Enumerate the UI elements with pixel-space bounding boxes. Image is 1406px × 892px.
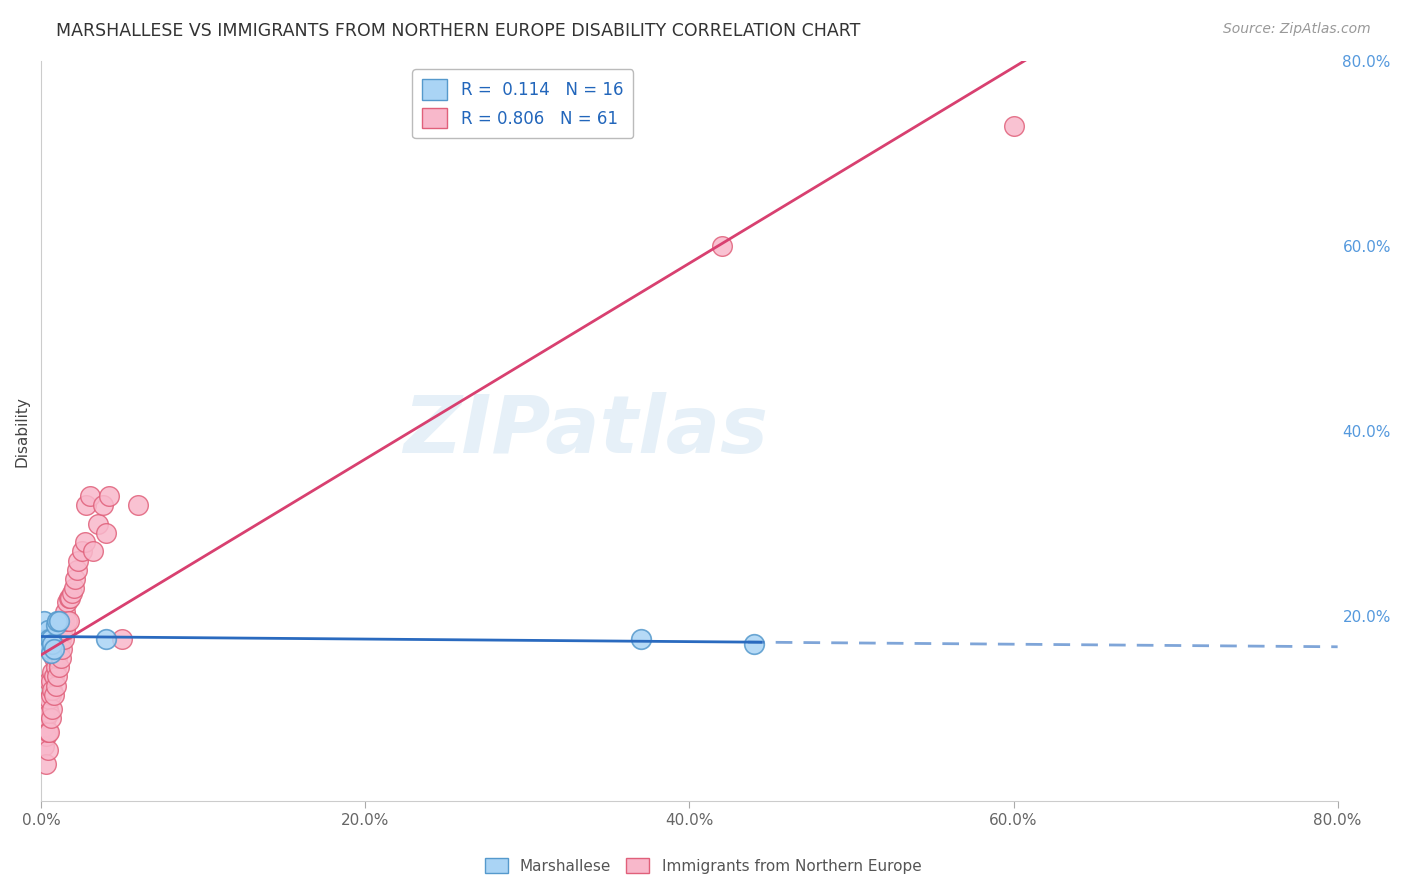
Point <box>41 683 63 698</box>
Legend: R =  0.114   N = 16, R = 0.806   N = 61: R = 0.114 N = 16, R = 0.806 N = 61 <box>412 70 633 138</box>
Point <box>63 572 86 586</box>
Point <box>39 711 62 725</box>
Point <box>76 498 98 512</box>
Point <box>38 692 60 706</box>
Text: ZIPatlas: ZIPatlas <box>404 392 768 470</box>
Point <box>35 757 58 772</box>
Text: Source: ZipAtlas.com: Source: ZipAtlas.com <box>1223 22 1371 37</box>
Point <box>67 554 90 568</box>
Point <box>46 650 69 665</box>
Point <box>41 646 63 660</box>
Point <box>42 650 65 665</box>
Point <box>37 623 59 637</box>
Point <box>37 743 59 757</box>
Point <box>51 641 73 656</box>
Point <box>41 701 63 715</box>
Point <box>56 595 79 609</box>
Point <box>52 632 75 647</box>
Point <box>70 544 93 558</box>
Point <box>630 632 652 647</box>
Point <box>37 637 59 651</box>
Point <box>46 632 69 647</box>
Point <box>38 673 60 688</box>
Point <box>48 614 70 628</box>
Point <box>45 679 67 693</box>
Point <box>710 239 733 253</box>
Legend: Marshallese, Immigrants from Northern Europe: Marshallese, Immigrants from Northern Eu… <box>478 852 928 880</box>
Point <box>35 711 58 725</box>
Text: MARSHALLESE VS IMMIGRANTS FROM NORTHERN EUROPE DISABILITY CORRELATION CHART: MARSHALLESE VS IMMIGRANTS FROM NORTHERN … <box>56 22 860 40</box>
Point <box>62 582 84 596</box>
Point <box>82 544 104 558</box>
Point <box>46 669 69 683</box>
Point <box>111 632 134 647</box>
Point <box>45 618 67 632</box>
Point <box>49 650 72 665</box>
Point <box>39 673 62 688</box>
Point <box>39 688 62 702</box>
Point <box>37 701 59 715</box>
Point <box>55 605 77 619</box>
Point <box>45 660 67 674</box>
Point <box>42 669 65 683</box>
Point <box>94 632 117 647</box>
Point <box>60 586 83 600</box>
Point <box>35 730 58 744</box>
Point <box>42 688 65 702</box>
Point <box>59 591 82 605</box>
Point <box>38 706 60 721</box>
Point <box>87 516 110 531</box>
Point <box>79 489 101 503</box>
Point <box>51 623 73 637</box>
Point <box>48 660 70 674</box>
Point <box>66 563 89 577</box>
Point <box>58 591 80 605</box>
Point <box>1002 119 1025 133</box>
Point <box>49 632 72 647</box>
Point <box>34 720 56 734</box>
Point <box>56 614 79 628</box>
Point <box>38 632 60 647</box>
Point <box>45 641 67 656</box>
Point <box>39 646 62 660</box>
Point <box>37 724 59 739</box>
Point <box>34 739 56 753</box>
Point <box>34 614 56 628</box>
Point <box>73 535 96 549</box>
Point <box>58 614 80 628</box>
Point <box>39 632 62 647</box>
Point <box>38 641 60 656</box>
Point <box>41 665 63 679</box>
Point <box>52 614 75 628</box>
Point <box>94 525 117 540</box>
Point <box>127 498 149 512</box>
Point <box>41 637 63 651</box>
Point <box>55 623 77 637</box>
Y-axis label: Disability: Disability <box>15 396 30 467</box>
Point <box>91 498 114 512</box>
Point <box>46 614 69 628</box>
Point <box>48 641 70 656</box>
Point <box>98 489 121 503</box>
Point <box>38 724 60 739</box>
Point <box>35 632 58 647</box>
Point <box>42 641 65 656</box>
Point <box>742 637 765 651</box>
